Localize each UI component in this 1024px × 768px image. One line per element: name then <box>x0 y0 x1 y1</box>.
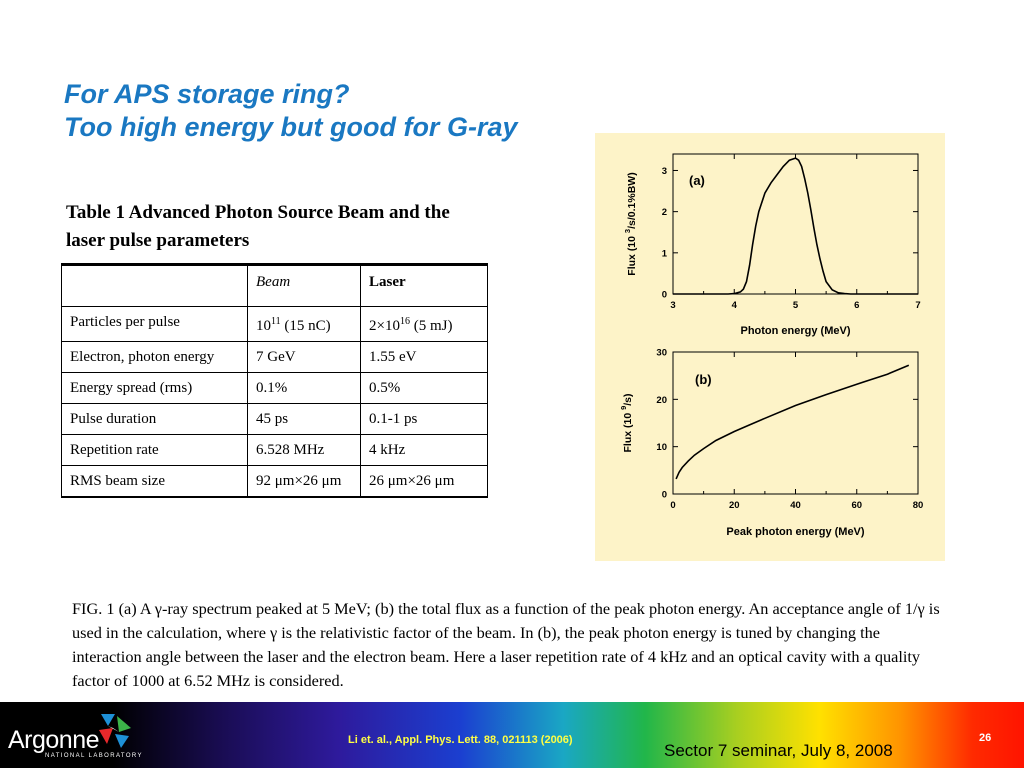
title-line-2: Too high energy but good for G-ray <box>64 112 518 142</box>
argonne-logo-icon <box>99 714 131 748</box>
page-number: 26 <box>979 732 992 744</box>
x-axis-label: Photon energy (MeV) <box>740 325 850 337</box>
row-label: Repetition rate <box>61 434 248 466</box>
seminar-label: Sector 7 seminar, July 8, 2008 <box>664 741 893 760</box>
y-tick-label: 0 <box>662 290 667 301</box>
figure-caption: FIG. 1 (a) A γ-ray spectrum peaked at 5 … <box>72 599 940 690</box>
title-line-1: For APS storage ring? <box>64 79 350 109</box>
table-row: Pulse duration 45 ps 0.1-1 ps <box>61 403 488 435</box>
x-tick-label: 40 <box>790 500 801 511</box>
laser-base: 2×10 <box>369 318 400 334</box>
row-label: RMS beam size <box>61 465 248 498</box>
row-label: Pulse duration <box>61 403 248 435</box>
x-tick-label: 4 <box>732 300 738 311</box>
x-tick-label: 6 <box>854 300 859 311</box>
x-tick-label: 80 <box>913 500 924 511</box>
x-tick-label: 5 <box>793 300 799 311</box>
figure-charts: 3 4 5 6 7 0 1 2 3 (a) Photon energy (MeV) Flux (10 … <box>619 153 924 538</box>
laser-value: 2×1016 (5 mJ) <box>360 306 488 342</box>
figure-panel: 3 4 5 6 7 0 1 2 3 (a) Photon energy (MeV) Flux (10 … <box>595 133 945 561</box>
laser-value: 4 kHz <box>360 434 488 466</box>
laser-value: 0.5% <box>360 372 488 404</box>
beam-rest: (15 nC) <box>280 318 331 334</box>
argonne-logo-subtext: NATIONAL LABORATORY <box>45 753 143 759</box>
table-header-row: Beam Laser <box>61 264 488 307</box>
table-row: Energy spread (rms) 0.1% 0.5% <box>61 372 488 404</box>
beam-base: 10 <box>256 318 271 334</box>
y-tick-label: 10 <box>656 442 667 453</box>
table-caption: Table 1 Advanced Photon Source Beam and … <box>66 202 450 251</box>
citation: Li et. al., Appl. Phys. Lett. 88, 021113… <box>348 734 573 746</box>
y-tick-label: 0 <box>662 490 667 501</box>
x-tick-label: 7 <box>915 300 920 311</box>
beam-value: 45 ps <box>247 403 361 435</box>
beam-value: 7 GeV <box>247 341 361 373</box>
y-tick-label: 3 <box>662 166 667 177</box>
table-row: Repetition rate 6.528 MHz 4 kHz <box>61 434 488 466</box>
header-cell-beam: Beam <box>247 264 361 307</box>
table-row: Particles per pulse 1011 (15 nC) 2×1016 … <box>61 306 488 342</box>
parameters-table: Beam Laser Particles per pulse 1011 (15 … <box>61 263 488 498</box>
beam-value: 6.528 MHz <box>247 434 361 466</box>
slide-title: For APS storage ring? Too high energy bu… <box>64 78 517 144</box>
y-axis-label: Flux (10 3/s/0.1%BW) <box>623 172 638 275</box>
x-axis-label: Peak photon energy (MeV) <box>726 526 864 538</box>
y-axis-label: Flux (10 9/s) <box>619 393 634 452</box>
y-tick-label: 20 <box>656 395 667 406</box>
beam-exponent: 11 <box>271 316 281 327</box>
y-tick-label: 30 <box>656 348 667 359</box>
laser-value: 0.1-1 ps <box>360 403 488 435</box>
plot-frame <box>672 153 919 295</box>
x-tick-label: 20 <box>729 500 740 511</box>
table-row: Electron, photon energy 7 GeV 1.55 eV <box>61 341 488 373</box>
y-tick-label: 1 <box>662 248 668 259</box>
series-line <box>673 157 918 295</box>
row-label: Energy spread (rms) <box>61 372 248 404</box>
x-tick-label: 60 <box>851 500 862 511</box>
laser-value: 26 μm×26 μm <box>360 465 488 498</box>
beam-value: 0.1% <box>247 372 361 404</box>
beam-value: 1011 (15 nC) <box>247 306 361 342</box>
laser-value: 1.55 eV <box>360 341 488 373</box>
series-line <box>675 364 910 480</box>
laser-exponent: 16 <box>399 316 410 327</box>
header-cell-empty <box>61 264 248 307</box>
row-label: Particles per pulse <box>61 306 248 342</box>
table-row: RMS beam size 92 μm×26 μm 26 μm×26 μm <box>61 465 488 498</box>
argonne-logo-text: Argonne <box>8 726 100 754</box>
beam-value: 92 μm×26 μm <box>247 465 361 498</box>
footer-bar <box>0 702 1024 768</box>
x-tick-label: 3 <box>670 300 675 311</box>
panel-label: (b) <box>695 372 712 387</box>
y-tick-label: 2 <box>662 207 667 218</box>
laser-rest: (5 mJ) <box>409 318 453 334</box>
x-tick-label: 0 <box>670 500 675 511</box>
row-label: Electron, photon energy <box>61 341 248 373</box>
panel-label: (a) <box>689 173 705 188</box>
header-cell-laser: Laser <box>360 264 488 307</box>
